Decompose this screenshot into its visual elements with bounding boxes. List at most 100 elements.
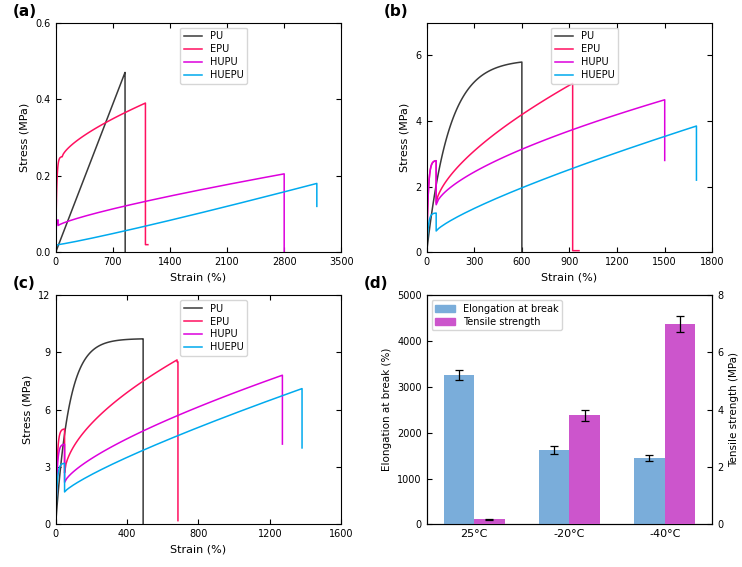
Line: PU: PU [427, 62, 522, 252]
HUEPU [118, 228, 127, 235]
EPU [54, 158, 63, 164]
HUEPU [479, 201, 488, 208]
HUEPU [206, 419, 215, 426]
EPU [51, 521, 60, 528]
PU [126, 336, 135, 342]
Text: (c): (c) [13, 276, 36, 291]
EPU [141, 100, 150, 107]
EPU [456, 160, 465, 167]
EPU [84, 129, 93, 136]
EPU [141, 242, 150, 248]
Legend: PU, EPU, HUPU, HUEPU: PU, EPU, HUPU, HUEPU [551, 28, 618, 84]
EPU [143, 242, 152, 248]
EPU [55, 433, 64, 439]
EPU [544, 95, 553, 101]
HUEPU [255, 195, 263, 202]
Bar [444, 375, 474, 524]
PU [123, 336, 132, 343]
X-axis label: Strain (%): Strain (%) [171, 273, 226, 283]
Line: HUPU: HUPU [56, 375, 283, 524]
HUEPU [228, 411, 237, 418]
HUEPU [692, 177, 701, 184]
EPU [121, 109, 130, 116]
Bar [539, 450, 570, 524]
HUEPU [298, 445, 306, 451]
PU [107, 105, 116, 112]
HUEPU [141, 446, 150, 452]
HUPU [280, 249, 289, 256]
HUPU [280, 171, 289, 177]
EPU [173, 357, 182, 363]
PU [422, 249, 431, 256]
HUPU [62, 219, 70, 226]
EPU [120, 391, 129, 398]
HUPU [450, 181, 459, 188]
Y-axis label: Tensile strength (MPa): Tensile strength (MPa) [729, 352, 739, 467]
Line: EPU: EPU [56, 103, 148, 252]
PU [105, 338, 114, 345]
HUPU [278, 372, 287, 379]
PU [467, 82, 476, 89]
PU [121, 249, 130, 256]
HUEPU [422, 249, 431, 256]
PU [67, 209, 76, 216]
PU [441, 141, 450, 147]
Line: EPU: EPU [56, 360, 178, 524]
Bar [665, 324, 695, 524]
EPU [51, 249, 60, 256]
PU [112, 91, 121, 98]
PU [122, 336, 131, 343]
HUPU [660, 157, 669, 164]
HUEPU [184, 213, 193, 219]
Legend: PU, EPU, HUPU, HUEPU: PU, EPU, HUPU, HUEPU [180, 28, 247, 84]
HUEPU [102, 232, 111, 239]
HUPU [225, 181, 234, 188]
Line: HUEPU: HUEPU [427, 126, 697, 252]
HUEPU [637, 141, 646, 147]
HUPU [51, 249, 60, 256]
Text: (a): (a) [13, 4, 37, 19]
HUPU [227, 391, 236, 397]
EPU [174, 517, 183, 524]
HUEPU [298, 385, 306, 392]
Y-axis label: Stress (MPa): Stress (MPa) [23, 375, 33, 445]
HUEPU [250, 196, 259, 203]
HUPU [274, 374, 283, 380]
HUEPU [312, 180, 321, 187]
EPU [568, 80, 577, 87]
EPU [424, 183, 433, 190]
Bar [474, 519, 505, 524]
HUEPU [427, 211, 436, 218]
EPU [530, 103, 539, 110]
Line: PU: PU [56, 339, 143, 524]
Y-axis label: Stress (MPa): Stress (MPa) [20, 103, 30, 172]
EPU [128, 105, 137, 112]
HUPU [91, 453, 100, 460]
PU [121, 336, 130, 343]
Line: HUEPU: HUEPU [56, 388, 302, 524]
Y-axis label: Stress (MPa): Stress (MPa) [400, 103, 410, 172]
Legend: PU, EPU, HUPU, HUEPU: PU, EPU, HUPU, HUEPU [180, 300, 247, 356]
Text: (d): (d) [364, 276, 388, 291]
HUPU [644, 101, 653, 108]
HUEPU [51, 521, 60, 528]
PU [444, 130, 453, 137]
Text: (b): (b) [384, 4, 408, 19]
PU [121, 69, 130, 76]
HUEPU [634, 142, 643, 149]
PU [51, 521, 60, 528]
HUPU [422, 249, 431, 256]
EPU [141, 376, 150, 383]
HUPU [51, 521, 60, 528]
HUEPU [167, 435, 176, 442]
EPU [100, 408, 109, 414]
EPU [56, 154, 65, 161]
PU [117, 337, 126, 344]
HUPU [114, 204, 123, 211]
HUPU [476, 166, 485, 172]
EPU [422, 249, 431, 256]
EPU [574, 247, 583, 254]
Bar [634, 458, 665, 524]
PU [498, 62, 507, 69]
EPU [424, 193, 433, 200]
